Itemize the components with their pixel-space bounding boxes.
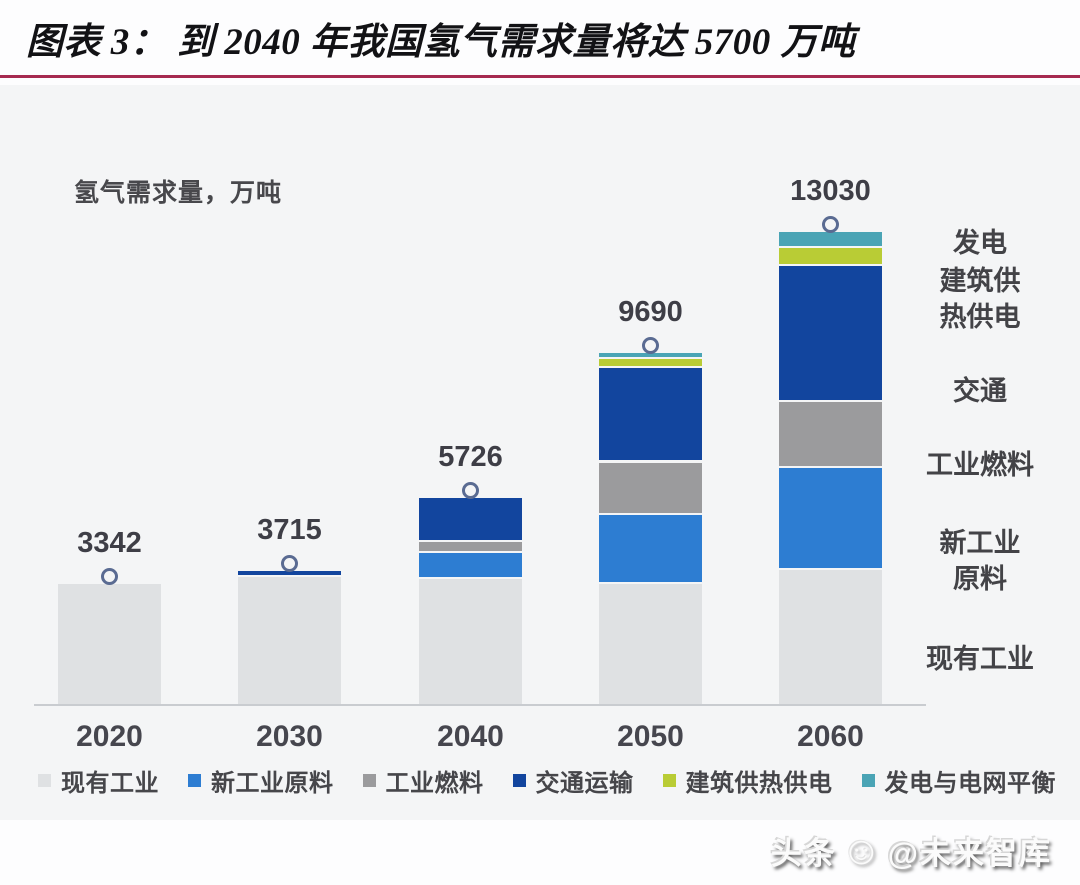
segment-annotation: 新工业 原料 (939, 528, 1021, 595)
legend: 现有工业 新工业原料 工业燃料 交通运输 建筑供热供电 发电与电网平衡 (38, 763, 1056, 798)
bar-segment-现有工业 (419, 578, 522, 704)
legend-swatch-icon (662, 774, 676, 787)
legend-swatch-icon (362, 774, 376, 787)
legend-swatch-icon (512, 774, 526, 787)
segment-annotation: 交通 (953, 376, 1007, 406)
legend-item: 现有工业 (38, 763, 159, 798)
chart-header: 图表 3： 到 2040 年我国氢气需求量将达 5700 万吨 (0, 0, 1080, 75)
legend-swatch-icon (188, 774, 201, 787)
segment-annotation: 发电 (953, 228, 1007, 258)
bar-total-label: 5726 (438, 440, 503, 473)
segment-annotation: 现有工业 (926, 644, 1034, 674)
bar-top-marker (822, 215, 839, 233)
segment-annotation: 工业燃料 (926, 450, 1034, 480)
bar-segment-现有工业 (238, 576, 341, 704)
legend-item: 交通运输 (512, 763, 634, 798)
bar-segment-新工业原料 (779, 467, 882, 568)
bar-segment-工业燃料 (599, 462, 702, 514)
bar-total-label: 13030 (790, 174, 871, 207)
segment-annotation: 建筑供 热供电 (939, 266, 1021, 333)
watermark-handle: @未来智库 (887, 836, 1052, 871)
bar-total-label: 3715 (257, 513, 322, 546)
legend-swatch-icon (38, 774, 51, 787)
legend-item: 工业燃料 (362, 763, 484, 798)
chart-panel: 氢气需求量，万吨 3342 2020 3715 2030 5726 2040 9690 205… (0, 85, 1080, 820)
legend-swatch-icon (861, 774, 875, 787)
bar-total-label: 3342 (77, 527, 142, 560)
bar-top-marker (642, 337, 659, 355)
footer: 头条 ☺ @未来智库 (0, 820, 1080, 885)
page-title: 图表 3： 到 2040 年我国氢气需求量将达 5700 万吨 (26, 21, 856, 63)
legend-label: 工业燃料 (385, 770, 484, 797)
bar-segment-工业燃料 (779, 402, 882, 466)
bar-segment-发电与电网平衡 (599, 353, 702, 357)
legend-item: 建筑供热供电 (662, 763, 833, 798)
watermark-prefix: 头条 (770, 836, 837, 871)
bar-top-marker (281, 554, 298, 572)
bar-segment-交通运输 (238, 570, 341, 575)
bar-top-marker (101, 568, 118, 586)
x-axis-label: 2040 (437, 720, 504, 753)
smiley-logo-icon: ☺ (840, 828, 884, 873)
bar-segment-现有工业 (58, 584, 161, 704)
bar-segment-交通运输 (599, 367, 702, 461)
bar-segment-发电与电网平衡 (779, 231, 882, 247)
legend-label: 建筑供热供电 (685, 770, 833, 797)
bar-total-label: 9690 (618, 296, 683, 329)
axis-unit-label: 氢气需求量，万吨 (74, 179, 283, 207)
x-axis-label: 2020 (76, 720, 143, 753)
watermark: 头条 ☺ @未来智库 (771, 828, 1052, 873)
x-axis-label: 2060 (797, 720, 864, 753)
legend-label: 现有工业 (61, 770, 159, 797)
legend-label: 新工业原料 (211, 770, 334, 797)
bar-segment-新工业原料 (599, 515, 702, 583)
x-axis-label: 2050 (617, 720, 684, 753)
bar-segment-现有工业 (599, 584, 702, 704)
segment-annotations: 发电建筑供 热供电交通工业燃料新工业 原料现有工业 (885, 85, 1075, 820)
bar-segment-交通运输 (419, 497, 522, 541)
bar-segment-建筑供热供电 (599, 358, 702, 366)
legend-item: 发电与电网平衡 (861, 763, 1057, 798)
legend-label: 交通运输 (535, 770, 634, 797)
bar-segment-交通运输 (779, 265, 882, 401)
bar-segment-现有工业 (779, 569, 882, 704)
x-axis-label: 2030 (256, 720, 323, 753)
x-axis-line (34, 704, 926, 706)
title-divider (0, 75, 1080, 78)
legend-label: 发电与电网平衡 (884, 770, 1056, 797)
bar-segment-新工业原料 (419, 553, 522, 577)
legend-item: 新工业原料 (188, 763, 334, 798)
bar-segment-建筑供热供电 (779, 248, 882, 264)
bar-top-marker (462, 481, 479, 499)
bar-segment-工业燃料 (419, 542, 522, 552)
plot-area: 3342 2020 3715 2030 5726 2040 9690 2050 13030 206… (0, 85, 1080, 820)
